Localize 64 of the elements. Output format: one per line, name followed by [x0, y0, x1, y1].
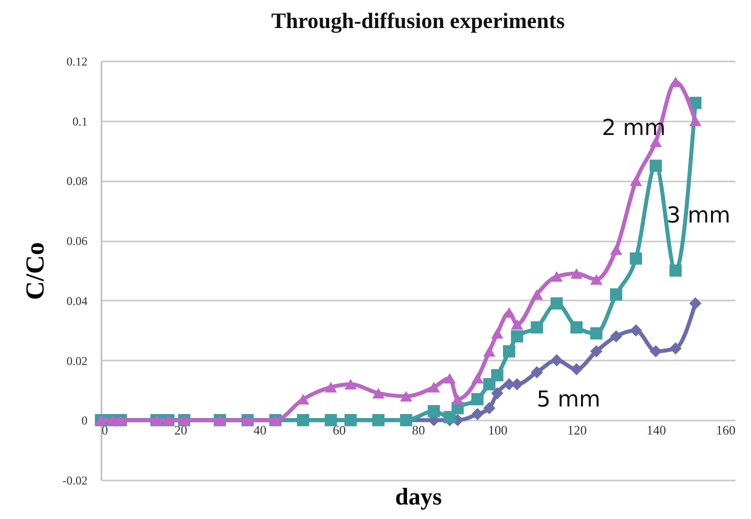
y-axis-title: C/Co: [20, 242, 50, 300]
point: [491, 328, 504, 339]
chart-title: Through-diffusion experiments: [271, 8, 566, 33]
y-tick-label: 0.12: [66, 54, 88, 68]
y-tick-label: 0.1: [72, 114, 88, 128]
point: [483, 402, 496, 414]
point: [610, 330, 622, 342]
point: [503, 345, 516, 358]
point: [372, 388, 384, 399]
point: [324, 382, 337, 393]
point: [428, 382, 440, 393]
point: [471, 393, 484, 406]
y-tick-label: 0.04: [66, 294, 88, 308]
point: [483, 346, 496, 357]
x-tick-label: 0: [102, 422, 108, 438]
point: [570, 268, 583, 279]
x-tick-label: 160: [716, 422, 736, 438]
point: [452, 394, 464, 404]
point: [530, 366, 543, 378]
x-axis-title: days: [395, 484, 442, 510]
point: [428, 405, 440, 418]
point: [590, 327, 602, 340]
point: [669, 342, 682, 354]
point: [530, 321, 543, 334]
point: [550, 271, 563, 282]
y-tick-label: -0.02: [62, 474, 88, 488]
point: [630, 175, 642, 186]
x-tick-label: 120: [567, 422, 587, 438]
point: [510, 330, 524, 342]
y-tick-label: 0.06: [66, 234, 88, 248]
point: [590, 274, 602, 285]
point: [444, 372, 456, 384]
x-tick-label: 60: [332, 422, 346, 438]
point: [590, 345, 602, 358]
x-tick-label: 20: [174, 422, 188, 438]
point: [630, 324, 642, 336]
series-label: 3 mm: [666, 204, 730, 228]
point: [669, 264, 682, 277]
x-tick-label: 140: [646, 422, 666, 438]
point: [344, 378, 357, 390]
point: [689, 297, 702, 310]
point: [610, 244, 622, 255]
point: [689, 116, 702, 126]
point: [630, 252, 642, 265]
point: [570, 321, 583, 334]
point: [550, 354, 563, 366]
point: [400, 390, 412, 402]
y-tick-label: 0.08: [66, 174, 88, 188]
point: [650, 160, 662, 172]
x-tick-label: 40: [254, 422, 266, 438]
x-tick-label: 80: [412, 422, 425, 438]
x-tick-label: 100: [488, 422, 508, 438]
y-tick-label: 0: [82, 414, 88, 428]
point: [550, 297, 563, 310]
point: [491, 387, 504, 400]
y-tick-label: 0.02: [66, 354, 88, 368]
point: [510, 319, 524, 330]
point: [471, 408, 484, 420]
point: [610, 288, 622, 301]
point: [471, 372, 484, 384]
series-label: 5 mm: [536, 387, 600, 412]
point: [570, 363, 583, 376]
point: [491, 369, 504, 382]
point: [530, 289, 543, 300]
